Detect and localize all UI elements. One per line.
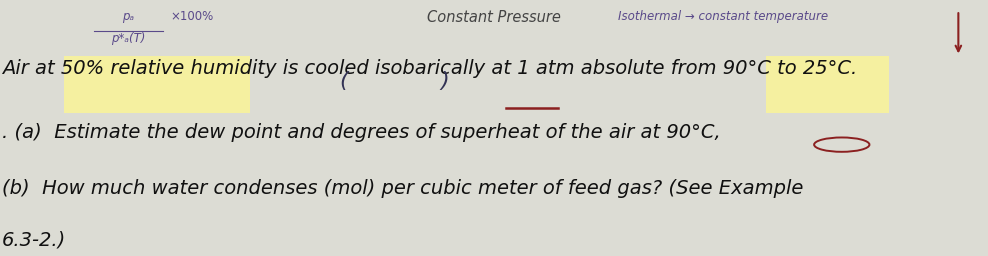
Text: . (a)  Estimate the dew point and degrees of superheat of the air at 90°C,: . (a) Estimate the dew point and degrees… (2, 123, 720, 142)
Text: (: ( (339, 71, 348, 91)
Text: ): ) (441, 71, 450, 91)
Text: Isothermal → constant temperature: Isothermal → constant temperature (618, 10, 828, 23)
Text: ×100%: ×100% (170, 10, 213, 23)
FancyBboxPatch shape (64, 56, 250, 113)
Text: p*ₐ(T): p*ₐ(T) (112, 32, 145, 45)
Text: 6.3-2.): 6.3-2.) (2, 230, 66, 249)
Text: Air at 50% relative humidity is cooled isobarically at 1 atm absolute from 90°C : Air at 50% relative humidity is cooled i… (2, 59, 858, 78)
Text: pₐ: pₐ (123, 10, 134, 23)
FancyBboxPatch shape (766, 56, 889, 113)
Text: (b)  How much water condenses (mol) per cubic meter of feed gas? (See Example: (b) How much water condenses (mol) per c… (2, 179, 803, 198)
Text: Constant Pressure: Constant Pressure (427, 10, 561, 25)
